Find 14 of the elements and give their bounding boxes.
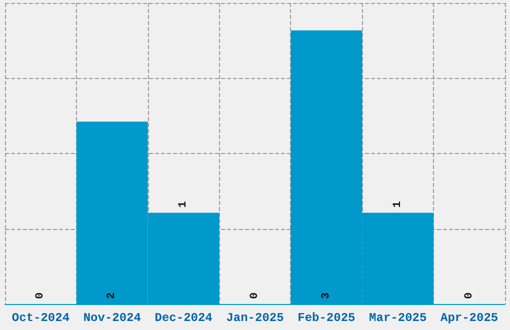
data-label: 0 [34, 292, 47, 299]
x-tick-label: Oct-2024 [12, 311, 70, 325]
data-label: 1 [178, 200, 190, 208]
data-label: 0 [249, 292, 261, 299]
x-tick-label: Dec-2024 [154, 311, 212, 325]
data-label: 3 [320, 292, 332, 299]
data-label: 2 [106, 292, 118, 299]
x-tick-label: Nov-2024 [83, 311, 141, 325]
x-tick-label: Feb-2025 [298, 311, 356, 325]
data-label: 1 [392, 200, 404, 208]
x-tick-label: Apr-2025 [440, 311, 498, 325]
data-label: 0 [463, 292, 476, 299]
x-tick-label: Mar-2025 [369, 311, 427, 325]
x-tick-label: Jan-2025 [226, 311, 284, 325]
